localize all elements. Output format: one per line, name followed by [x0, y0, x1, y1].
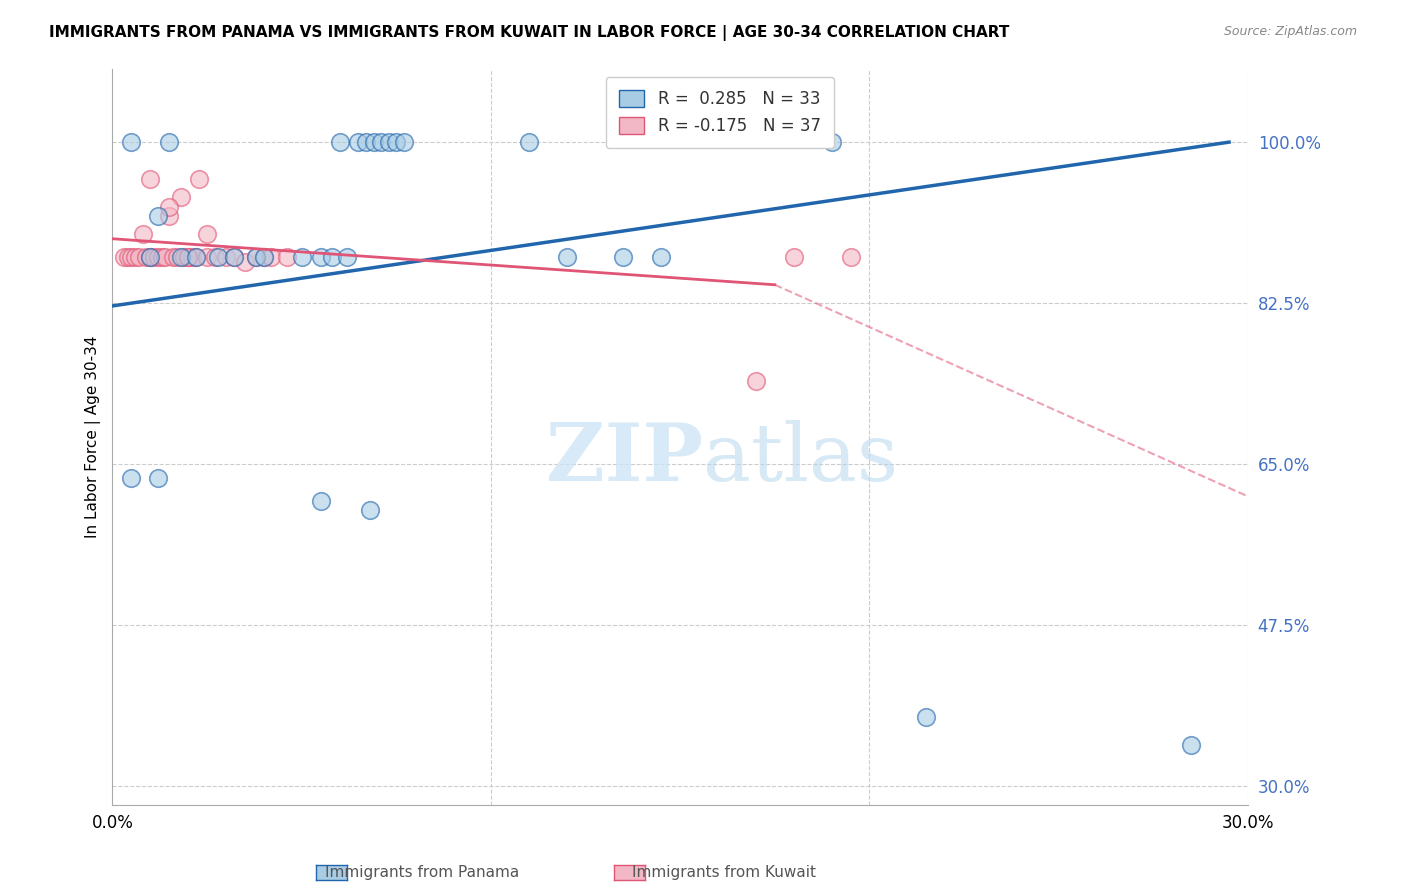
Point [157, 200, 180, 214]
Point [336, 250, 359, 264]
Point [169, 190, 191, 204]
Point [222, 250, 245, 264]
Point [143, 250, 166, 264]
Point [157, 135, 180, 149]
Point [839, 250, 862, 264]
Point [120, 250, 142, 264]
Point [162, 250, 184, 264]
Point [245, 250, 267, 264]
Point [204, 250, 226, 264]
Point [253, 250, 276, 264]
Point [359, 503, 381, 517]
Point [820, 135, 842, 149]
Point [112, 250, 135, 264]
Point [517, 135, 540, 149]
Point [915, 710, 938, 724]
Point [124, 250, 146, 264]
Point [377, 135, 399, 149]
Point [184, 250, 207, 264]
Text: Source: ZipAtlas.com: Source: ZipAtlas.com [1223, 25, 1357, 38]
Point [207, 250, 229, 264]
Point [166, 250, 188, 264]
Point [354, 135, 377, 149]
Point [128, 250, 150, 264]
Point [245, 250, 267, 264]
Point [276, 250, 298, 264]
Point [612, 250, 634, 264]
Point [385, 135, 408, 149]
Legend: R =  0.285   N = 33, R = -0.175   N = 37: R = 0.285 N = 33, R = -0.175 N = 37 [606, 77, 834, 148]
Point [120, 471, 142, 485]
Point [155, 250, 177, 264]
Point [139, 172, 162, 186]
Text: Immigrants from Panama: Immigrants from Panama [325, 865, 519, 880]
Point [177, 250, 200, 264]
Point [309, 494, 332, 508]
Point [120, 135, 142, 149]
Point [146, 471, 169, 485]
Point [135, 250, 157, 264]
Point [233, 254, 256, 268]
Point [146, 209, 169, 223]
Point [745, 375, 768, 389]
Point [177, 250, 200, 264]
Text: Immigrants from Kuwait: Immigrants from Kuwait [633, 865, 815, 880]
Point [117, 250, 139, 264]
Point [195, 227, 218, 242]
Point [188, 172, 211, 186]
Point [260, 250, 283, 264]
Point [1180, 738, 1202, 752]
Point [157, 209, 180, 223]
Point [180, 250, 202, 264]
Point [139, 250, 162, 264]
Point [131, 227, 153, 242]
Point [173, 250, 195, 264]
Text: atlas: atlas [703, 419, 898, 498]
Text: ZIP: ZIP [546, 419, 703, 498]
Point [184, 250, 207, 264]
Point [392, 135, 415, 149]
Point [328, 135, 350, 149]
Point [291, 250, 314, 264]
Point [139, 250, 162, 264]
Point [347, 135, 370, 149]
Point [363, 135, 385, 149]
Point [783, 250, 806, 264]
Point [253, 250, 276, 264]
Point [150, 250, 173, 264]
Point [370, 135, 392, 149]
Y-axis label: In Labor Force | Age 30-34: In Labor Force | Age 30-34 [86, 335, 101, 538]
Point [215, 250, 238, 264]
Point [195, 250, 218, 264]
Point [650, 250, 672, 264]
Point [146, 250, 169, 264]
Point [309, 250, 332, 264]
Point [321, 250, 343, 264]
Point [169, 250, 191, 264]
Point [555, 250, 578, 264]
Text: IMMIGRANTS FROM PANAMA VS IMMIGRANTS FROM KUWAIT IN LABOR FORCE | AGE 30-34 CORR: IMMIGRANTS FROM PANAMA VS IMMIGRANTS FRO… [49, 25, 1010, 41]
Point [222, 250, 245, 264]
